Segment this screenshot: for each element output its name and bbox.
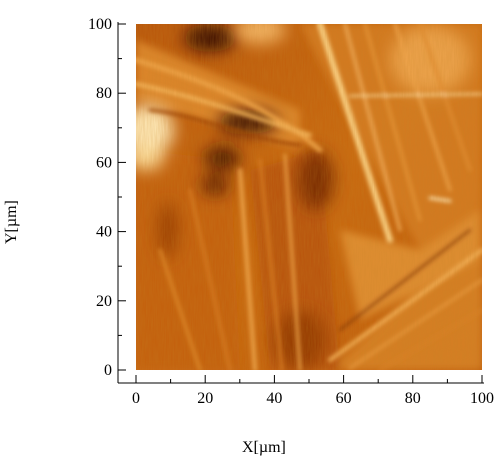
x-tick-label: 20 xyxy=(197,390,213,407)
afm-height-map xyxy=(136,24,482,370)
y-tick-label: 80 xyxy=(96,85,112,102)
y-tick-label: 60 xyxy=(96,154,112,171)
y-axis-label: Y[µm] xyxy=(3,200,20,244)
x-tick-label: 80 xyxy=(405,390,421,407)
y-tick-label: 0 xyxy=(104,362,112,379)
y-tick-label: 100 xyxy=(88,16,112,33)
x-tick-label: 40 xyxy=(266,390,282,407)
y-tick-label: 40 xyxy=(96,224,112,241)
y-tick-label: 20 xyxy=(96,293,112,310)
x-axis-label: X[µm] xyxy=(242,439,286,456)
x-tick-label: 60 xyxy=(336,390,352,407)
x-tick-label: 100 xyxy=(470,390,494,407)
x-tick-label: 0 xyxy=(132,390,140,407)
axes: 0 20 40 60 80 100 0 20 40 60 80 100 xyxy=(88,16,494,407)
